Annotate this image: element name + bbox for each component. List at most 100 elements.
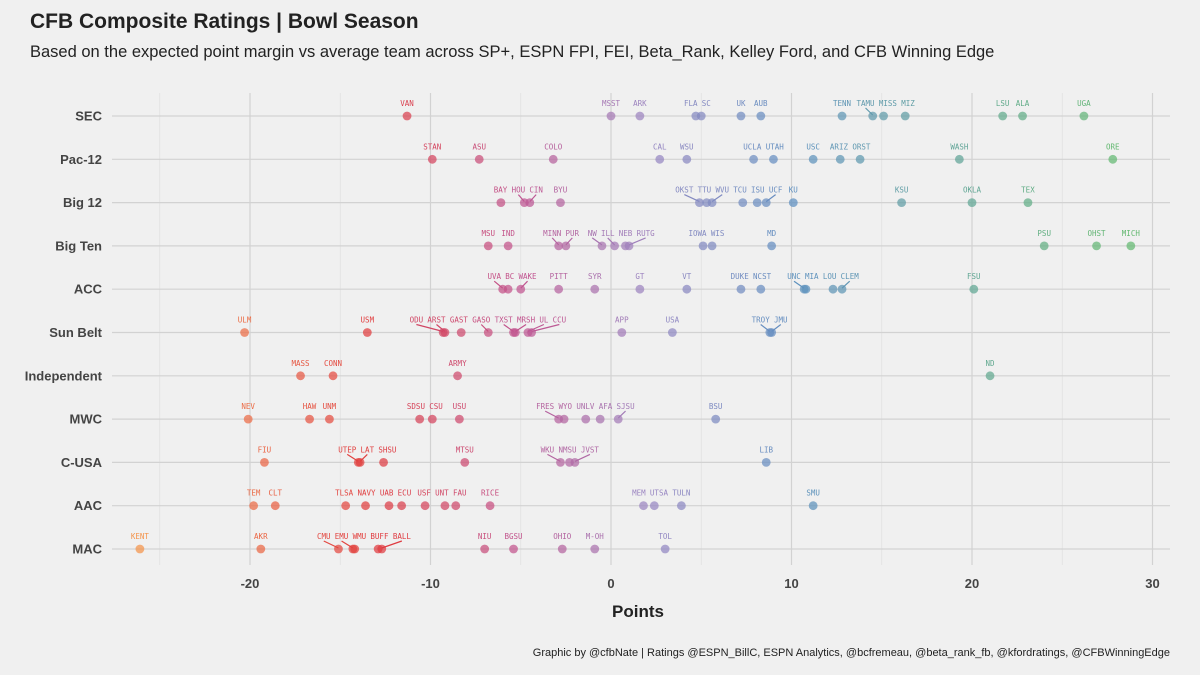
team-point[interactable]	[456, 328, 466, 337]
team-point[interactable]	[496, 198, 506, 208]
team-point[interactable]	[240, 328, 249, 337]
team-point[interactable]	[485, 501, 495, 511]
team-point[interactable]	[509, 544, 518, 554]
team-point[interactable]	[897, 198, 907, 208]
team-point[interactable]	[554, 241, 564, 251]
team-point[interactable]	[384, 501, 394, 511]
team-point[interactable]	[985, 371, 995, 381]
team-point[interactable]	[135, 544, 145, 554]
team-point[interactable]	[998, 111, 1008, 121]
team-point[interactable]	[879, 111, 888, 121]
team-point[interactable]	[305, 414, 314, 424]
team-point[interactable]	[676, 501, 686, 511]
team-point[interactable]	[570, 458, 580, 467]
team-point[interactable]	[483, 328, 493, 337]
team-point[interactable]	[1092, 241, 1101, 251]
team-point[interactable]	[698, 241, 708, 251]
team-point[interactable]	[617, 328, 627, 337]
team-point[interactable]	[1126, 241, 1136, 251]
team-point[interactable]	[752, 198, 762, 208]
team-point[interactable]	[667, 328, 677, 337]
team-point[interactable]	[767, 241, 777, 251]
team-point[interactable]	[837, 284, 847, 294]
team-point[interactable]	[868, 111, 878, 121]
team-point[interactable]	[828, 284, 838, 294]
team-point[interactable]	[361, 501, 370, 511]
team-point[interactable]	[695, 198, 704, 208]
team-point[interactable]	[1108, 154, 1118, 164]
team-point[interactable]	[557, 544, 567, 554]
team-point[interactable]	[649, 501, 659, 511]
team-point[interactable]	[480, 544, 490, 554]
team-point[interactable]	[460, 458, 470, 467]
team-point[interactable]	[808, 154, 818, 164]
team-point[interactable]	[334, 544, 343, 554]
team-point[interactable]	[341, 501, 351, 511]
team-point[interactable]	[967, 198, 977, 208]
team-point[interactable]	[1079, 111, 1089, 121]
team-point[interactable]	[548, 154, 558, 164]
team-point[interactable]	[379, 458, 388, 467]
team-point[interactable]	[362, 328, 372, 337]
team-point[interactable]	[581, 414, 591, 424]
team-point[interactable]	[655, 154, 665, 164]
team-point[interactable]	[1023, 198, 1033, 208]
team-point[interactable]	[427, 154, 437, 164]
team-point[interactable]	[525, 198, 535, 208]
team-point[interactable]	[788, 198, 798, 208]
team-point[interactable]	[427, 414, 437, 424]
team-point[interactable]	[900, 111, 910, 121]
team-point[interactable]	[749, 154, 758, 164]
team-point[interactable]	[660, 544, 670, 554]
team-point[interactable]	[624, 241, 634, 251]
team-point[interactable]	[1018, 111, 1027, 121]
team-point[interactable]	[440, 328, 450, 337]
team-point[interactable]	[711, 414, 721, 424]
team-point[interactable]	[483, 241, 493, 251]
team-point[interactable]	[761, 198, 771, 208]
team-point[interactable]	[756, 111, 766, 121]
team-point[interactable]	[1039, 241, 1049, 251]
team-point[interactable]	[556, 458, 565, 467]
team-point[interactable]	[595, 414, 605, 424]
team-point[interactable]	[440, 501, 450, 511]
team-point[interactable]	[801, 284, 811, 294]
team-point[interactable]	[296, 371, 305, 381]
team-point[interactable]	[590, 284, 600, 294]
team-point[interactable]	[270, 501, 280, 511]
team-point[interactable]	[355, 458, 365, 467]
team-point[interactable]	[453, 371, 462, 381]
team-point[interactable]	[554, 284, 564, 294]
team-point[interactable]	[738, 198, 748, 208]
team-point[interactable]	[639, 501, 648, 511]
team-point[interactable]	[954, 154, 964, 164]
team-point[interactable]	[503, 241, 513, 251]
team-point[interactable]	[454, 414, 464, 424]
team-point[interactable]	[415, 414, 425, 424]
team-point[interactable]	[590, 544, 600, 554]
team-point[interactable]	[377, 544, 387, 554]
team-point[interactable]	[613, 414, 623, 424]
team-point[interactable]	[249, 501, 259, 511]
team-point[interactable]	[707, 241, 717, 251]
team-point[interactable]	[635, 111, 645, 121]
team-point[interactable]	[561, 241, 571, 251]
team-point[interactable]	[835, 154, 845, 164]
team-point[interactable]	[707, 198, 717, 208]
team-point[interactable]	[682, 154, 692, 164]
team-point[interactable]	[527, 328, 536, 337]
team-point[interactable]	[503, 284, 513, 294]
team-point[interactable]	[451, 501, 461, 511]
team-point[interactable]	[769, 154, 778, 164]
team-point[interactable]	[420, 501, 430, 511]
team-point[interactable]	[328, 371, 338, 381]
team-point[interactable]	[402, 111, 412, 121]
team-point[interactable]	[696, 111, 706, 121]
team-point[interactable]	[736, 284, 746, 294]
team-point[interactable]	[635, 284, 645, 294]
team-point[interactable]	[969, 284, 979, 294]
team-point[interactable]	[855, 154, 865, 164]
team-point[interactable]	[682, 284, 692, 294]
team-point[interactable]	[756, 284, 766, 294]
team-point[interactable]	[808, 501, 818, 511]
